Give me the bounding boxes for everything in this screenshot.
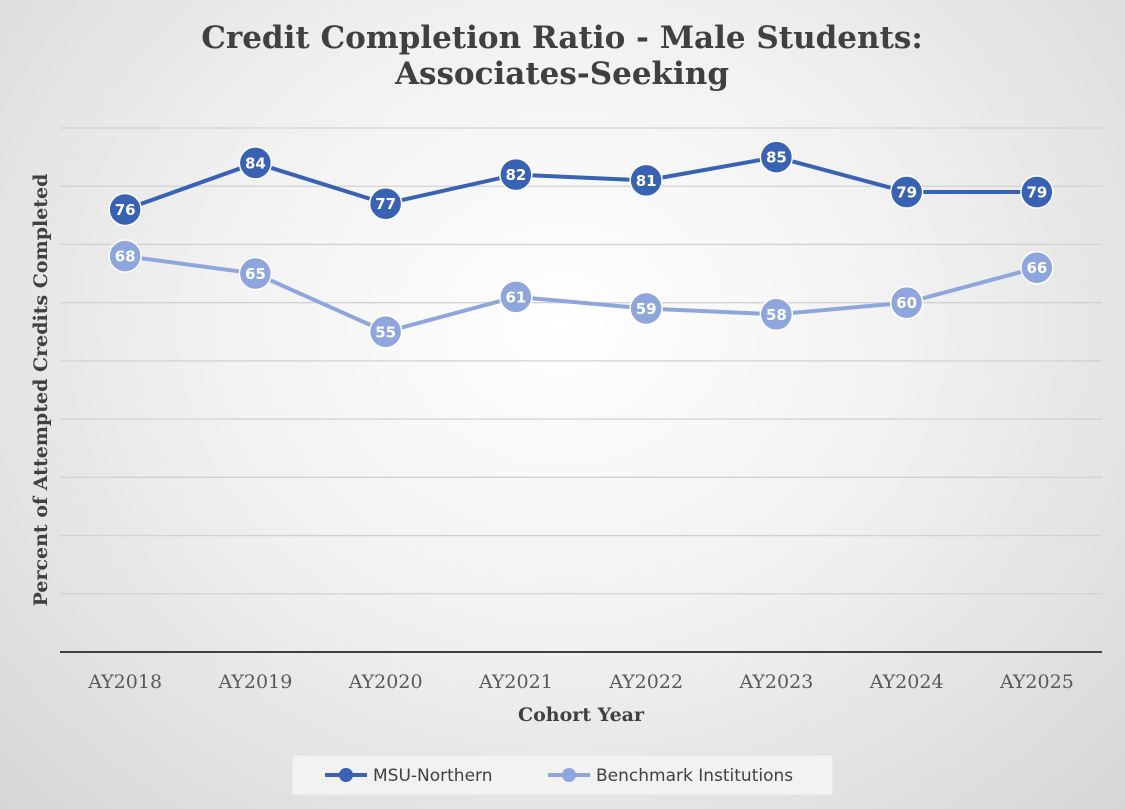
data-label: 82 xyxy=(505,166,526,184)
x-tick-label: AY2022 xyxy=(608,671,683,693)
series-line xyxy=(124,254,1038,334)
data-point xyxy=(629,291,663,326)
x-tick-labels: AY2018 AY2019 AY2020 AY2021 AY2022 AY2023 AY20… xyxy=(87,671,1074,693)
data-label: 58 xyxy=(766,306,787,324)
legend-item: Benchmark Institutions xyxy=(548,766,793,786)
data-point xyxy=(499,157,533,192)
data-point xyxy=(368,186,403,221)
chart-title-line: Credit Completion Ratio - Male Students: xyxy=(201,20,923,56)
x-tick-label: AY2018 xyxy=(87,671,162,693)
series-lines: 76 84 77 82 81 85 79 79 68 65 55 61 59 58 60 66 xyxy=(108,140,1054,349)
data-label: 84 xyxy=(245,154,266,172)
data-point xyxy=(108,239,142,273)
data-point xyxy=(1020,250,1054,285)
x-tick-label: AY2019 xyxy=(217,671,292,693)
data-label: 85 xyxy=(766,149,787,167)
x-tick-label: AY2023 xyxy=(738,671,813,693)
data-label: 60 xyxy=(896,294,917,312)
data-label: 55 xyxy=(375,323,396,341)
data-point xyxy=(238,256,273,291)
x-tick-label: AY2021 xyxy=(478,671,553,693)
data-label: 81 xyxy=(636,172,657,190)
chart-title: Credit Completion Ratio - Male Students:… xyxy=(201,20,923,92)
y-axis-title: Percent of Attempted Credits Completed xyxy=(30,174,52,607)
data-label: 79 xyxy=(896,184,917,202)
x-tick-label: AY2025 xyxy=(999,671,1074,693)
data-point xyxy=(889,175,924,209)
data-point xyxy=(238,146,273,180)
data-label: 76 xyxy=(115,201,136,219)
legend-marker xyxy=(562,768,576,782)
data-point xyxy=(759,297,794,332)
chart-title-line: Associates-Seeking xyxy=(394,56,729,92)
data-label: 77 xyxy=(375,195,396,213)
data-label: 79 xyxy=(1026,184,1047,202)
x-tick-label: AY2020 xyxy=(348,671,423,693)
data-label: 68 xyxy=(115,248,136,266)
series-0: 76 84 77 82 81 85 79 79 xyxy=(108,140,1054,227)
legend-marker xyxy=(339,768,353,782)
data-point xyxy=(368,315,403,349)
data-label: 61 xyxy=(505,288,526,306)
data-point xyxy=(629,163,663,198)
legend-label: Benchmark Institutions xyxy=(596,766,793,786)
x-axis-title: Cohort Year xyxy=(518,704,645,726)
data-point xyxy=(499,280,533,314)
data-label: 66 xyxy=(1026,259,1047,277)
data-point xyxy=(889,285,924,320)
x-tick-label: AY2024 xyxy=(869,671,944,693)
legend-label: MSU-Northern xyxy=(373,766,493,786)
data-point xyxy=(759,140,794,174)
legend-item: MSU-Northern xyxy=(325,766,493,786)
data-label: 59 xyxy=(636,300,657,318)
series-1: 68 65 55 61 59 58 60 66 xyxy=(108,239,1054,349)
data-point xyxy=(1020,175,1054,209)
data-point xyxy=(108,192,142,227)
data-label: 65 xyxy=(245,265,266,283)
gridlines xyxy=(60,127,1102,653)
series-line xyxy=(124,155,1037,212)
legend: MSU-Northern Benchmark Institutions xyxy=(291,754,834,796)
